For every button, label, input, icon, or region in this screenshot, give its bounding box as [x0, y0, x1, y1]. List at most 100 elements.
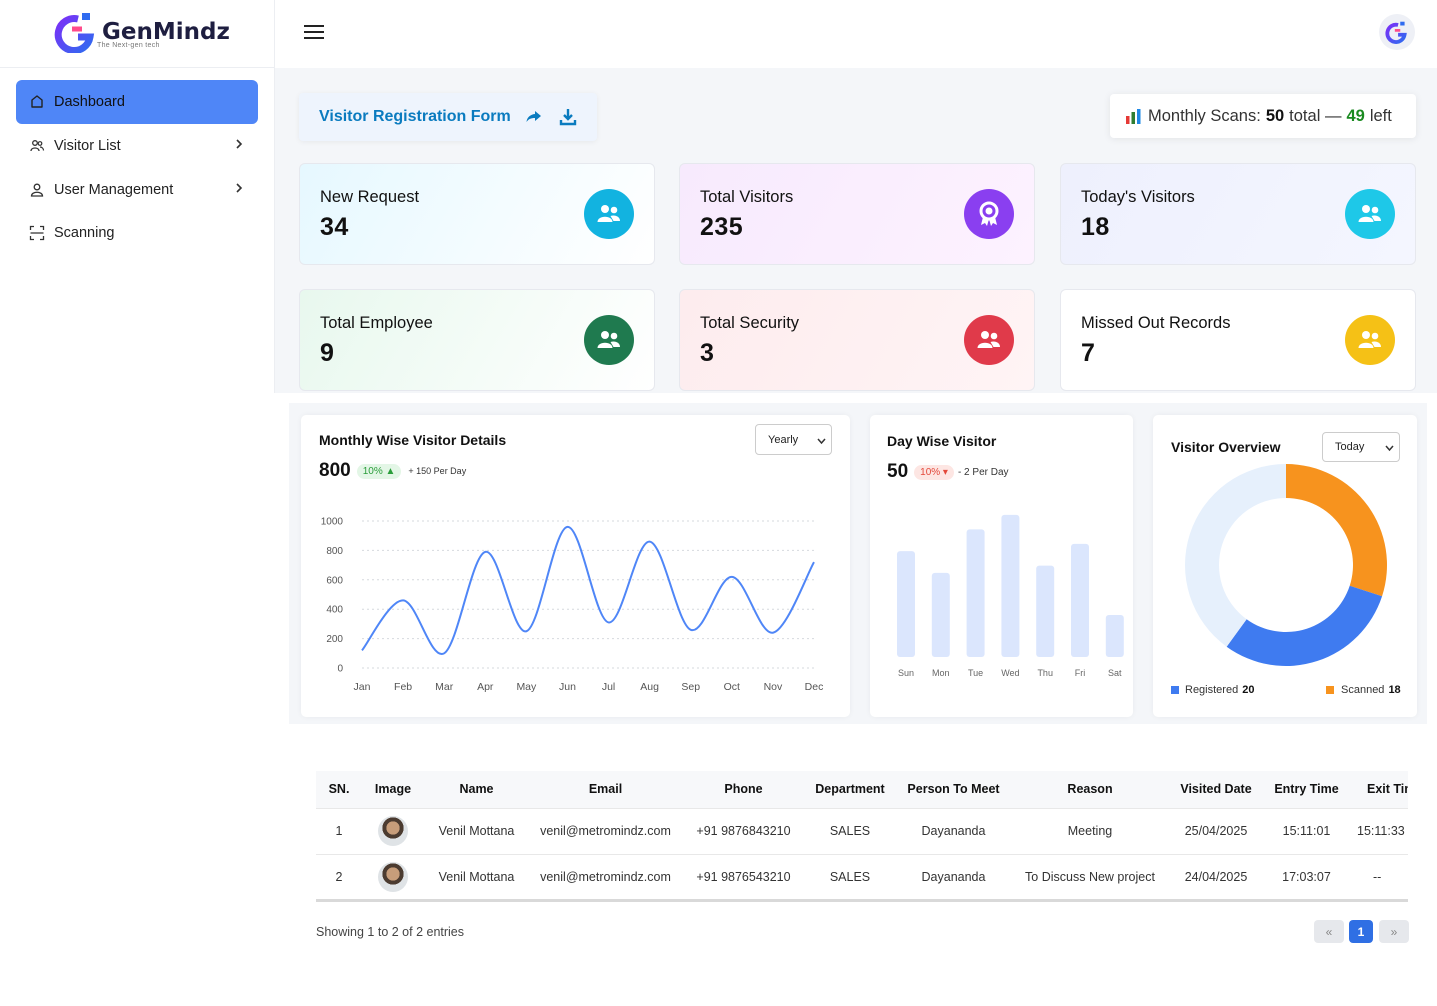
stat-card-total-visitors[interactable]: Total Visitors 235	[679, 163, 1035, 265]
users-icon	[1345, 189, 1395, 239]
x-tick-label: Aug	[640, 681, 659, 693]
next-page-button[interactable]: »	[1379, 920, 1409, 943]
monthly-total: 800	[319, 460, 351, 481]
bar-sat[interactable]	[1105, 614, 1124, 657]
slice-scanned[interactable]	[1286, 464, 1387, 597]
stat-value: 3	[700, 339, 715, 367]
page-1-button[interactable]: 1	[1349, 920, 1373, 943]
stat-card-missed-out-records[interactable]: Missed Out Records 7	[1060, 289, 1416, 391]
bar-mon[interactable]	[931, 572, 950, 657]
sidebar-item-visitor-list[interactable]: Visitor List	[16, 124, 258, 168]
y-tick-label: 400	[326, 605, 343, 616]
visitor-table: SN. Image Name Email Phone Department Person T…	[316, 771, 1408, 902]
bar-tue[interactable]	[966, 529, 985, 657]
x-tick-label: Wed	[1001, 668, 1019, 678]
sidebar-item-label: Visitor List	[54, 138, 121, 154]
legend-swatch	[1171, 686, 1179, 694]
bar-sun[interactable]	[897, 551, 915, 657]
column-header[interactable]: SN.	[316, 771, 362, 808]
badge-icon	[964, 189, 1014, 239]
bar-fri[interactable]	[1071, 543, 1089, 657]
visitor-avatar[interactable]	[378, 816, 408, 846]
sidebar-item-dashboard[interactable]: Dashboard	[16, 80, 258, 124]
brand-logo[interactable]: GenMindz	[52, 11, 230, 53]
stat-value: 34	[320, 213, 349, 241]
scans-prefix: Monthly Scans:	[1148, 106, 1261, 125]
slice-other[interactable]	[1185, 464, 1286, 647]
scans-total-suffix: total —	[1289, 106, 1342, 125]
table-cell: Dayananda	[895, 853, 1012, 899]
table-cell: 15:11:33	[1349, 807, 1408, 854]
y-tick-label: 800	[326, 546, 343, 557]
column-header[interactable]: Department	[805, 771, 895, 808]
monthly-note: + 150 Per Day	[408, 466, 467, 476]
visitor-avatar[interactable]	[378, 862, 408, 893]
chevron-down-icon	[1385, 443, 1394, 455]
stat-title: Total Visitors	[700, 188, 794, 206]
table-cell: Venil Mottana	[424, 807, 529, 854]
y-tick-label: 200	[326, 634, 343, 645]
column-header[interactable]: Person To Meet	[895, 771, 1012, 808]
x-tick-label: Sep	[681, 681, 700, 693]
prev-page-button[interactable]: «	[1314, 920, 1344, 943]
sidebar: GenMindz The Next-gen tech Dashboard Vis…	[0, 0, 275, 393]
bar-wed[interactable]	[1001, 514, 1020, 657]
column-header[interactable]: Reason	[1012, 771, 1168, 808]
download-icon[interactable]	[559, 108, 577, 126]
legend-registered-label: Registered	[1185, 684, 1239, 696]
table-row[interactable]: 1 Venil Mottana venil@metromindz.com +91 98…	[316, 807, 1408, 854]
scan-icon	[28, 224, 46, 242]
stat-card-new-request[interactable]: New Request 34	[299, 163, 655, 265]
column-header[interactable]: Email	[529, 771, 682, 808]
brand-name: GenMindz	[102, 19, 230, 45]
column-header[interactable]: Visited Date	[1168, 771, 1264, 808]
x-tick-label: Thu	[1037, 668, 1053, 678]
stat-title: New Request	[320, 188, 420, 206]
legend-scanned-label: Scanned	[1341, 684, 1385, 696]
stat-title: Total Employee	[320, 314, 433, 332]
panel-title: Visitor Overview	[1171, 439, 1281, 455]
stat-card-total-employee[interactable]: Total Employee 9	[299, 289, 655, 391]
table-cell: SALES	[805, 807, 895, 854]
users-icon	[584, 315, 634, 365]
users-icon	[964, 315, 1014, 365]
share-icon[interactable]	[525, 109, 543, 125]
series-line	[361, 525, 815, 655]
table-cell: Dayananda	[895, 807, 1012, 854]
stat-card-today-s-visitors[interactable]: Today's Visitors 18	[1060, 163, 1416, 265]
column-header[interactable]: Name	[424, 771, 529, 808]
x-tick-label: Dec	[805, 681, 824, 693]
day-wise-panel: Day Wise Visitor 50 10% ▾ - 2 Per Day Su…	[870, 415, 1133, 717]
legend-registered-value: 20	[1242, 684, 1255, 696]
table-row[interactable]: 2 Venil Mottana venil@metromindz.com +91 98…	[316, 853, 1408, 899]
table-cell: venil@metromindz.com	[529, 807, 682, 854]
stat-card-total-security[interactable]: Total Security 3	[679, 289, 1035, 391]
table-cell: 24/04/2025	[1168, 853, 1264, 899]
column-header[interactable]: Phone	[682, 771, 805, 808]
day-wise-bar-chart: Sun Mon Tue Wed Thu Fri Sat	[897, 514, 1124, 678]
column-header[interactable]: Exit Tim	[1349, 771, 1408, 808]
bar-thu[interactable]	[1036, 565, 1055, 657]
bar-chart-icon	[1125, 108, 1142, 125]
chevron-right-icon	[234, 138, 244, 154]
monthly-visitor-panel: Monthly Wise Visitor Details 800 10% ▲ +…	[301, 415, 850, 717]
table-cell: SALES	[805, 853, 895, 899]
hamburger-icon[interactable]	[303, 24, 325, 40]
visitor-registration-form-button[interactable]: Visitor Registration Form	[299, 93, 597, 141]
profile-avatar[interactable]	[1379, 14, 1415, 50]
monthly-scans-badge: Monthly Scans: 50 total — 49 left	[1110, 94, 1416, 138]
sidebar-item-scanning[interactable]: Scanning	[16, 211, 258, 255]
trend-down-badge: 10% ▾	[914, 464, 954, 480]
period-select[interactable]: Yearly	[755, 424, 832, 455]
column-header[interactable]: Image	[362, 771, 424, 808]
sidebar-item-user-management[interactable]: User Management	[16, 168, 258, 212]
slice-registered[interactable]	[1226, 585, 1383, 666]
x-tick-label: Tue	[968, 668, 983, 678]
x-tick-label: Mon	[932, 668, 950, 678]
x-tick-label: Jan	[354, 681, 371, 693]
stat-value: 235	[700, 213, 744, 241]
column-header[interactable]: Entry Time	[1264, 771, 1349, 808]
x-tick-label: May	[516, 681, 537, 693]
legend-scanned: Scanned 18	[1326, 684, 1401, 696]
overview-select[interactable]: Today	[1322, 432, 1400, 462]
